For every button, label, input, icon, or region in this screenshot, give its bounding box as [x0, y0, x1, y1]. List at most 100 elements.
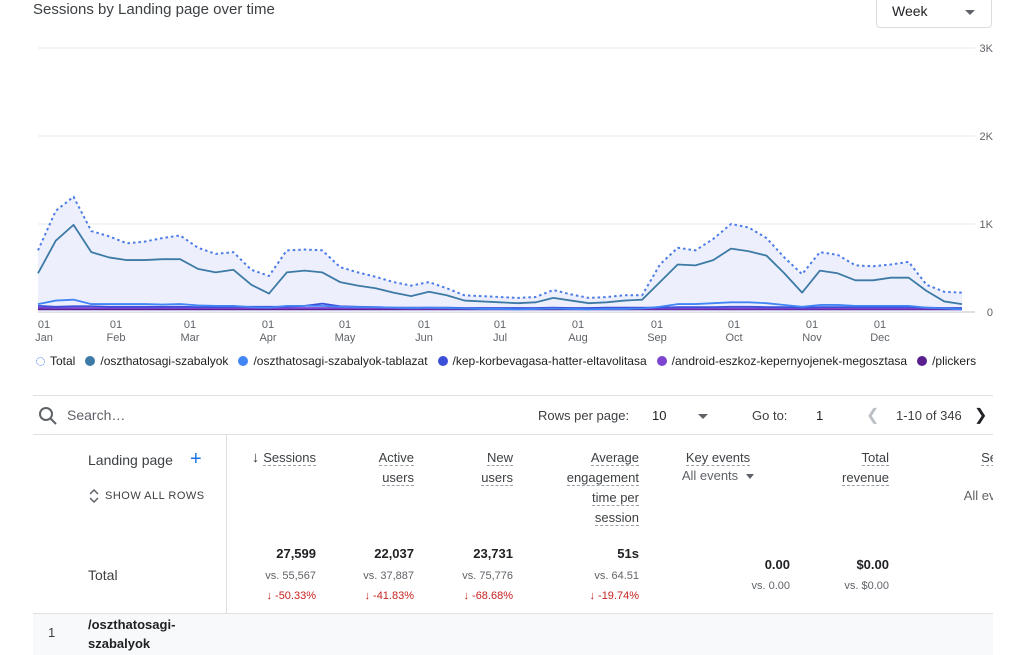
show-all-rows-button[interactable]: SHOW ALL ROWS — [89, 489, 205, 503]
column-filter-dropdown[interactable]: All events — [663, 466, 773, 486]
legend-item[interactable]: /oszthatosagi-szabalyok — [85, 354, 228, 368]
divider — [33, 395, 993, 396]
total-change: ↓ -50.33% — [266, 590, 316, 602]
y-tick-label: 0 — [987, 307, 993, 319]
rows-per-page-label: Rows per page: — [538, 408, 630, 423]
x-tick-month: Feb — [107, 332, 126, 344]
x-tick-day: 01 — [418, 319, 430, 331]
y-tick-label: 1K — [980, 219, 994, 231]
chevron-down-icon[interactable] — [698, 414, 708, 419]
x-tick-month: Jun — [415, 332, 433, 344]
y-tick-label: 3K — [980, 43, 994, 55]
search-input[interactable]: Search… — [67, 407, 126, 423]
x-tick-day: 01 — [262, 319, 274, 331]
chart-title: Sessions by Landing page over time — [33, 1, 275, 18]
column-header-label: session — [594, 510, 639, 526]
pagination-range: 1-10 of 346 — [896, 408, 962, 423]
x-tick-month: Dec — [870, 332, 890, 344]
column-header-label: users — [382, 470, 414, 486]
x-tick-month: Jul — [493, 332, 507, 344]
sessions-line-chart: 3K2K1K001Jan01Feb01Mar01Apr01May01Jun01J… — [35, 43, 994, 344]
x-tick-month: Aug — [568, 332, 588, 344]
expand-icon — [89, 489, 99, 503]
search-icon[interactable] — [38, 406, 58, 426]
column-header-label: Active — [378, 450, 414, 466]
legend-item[interactable]: /oszthatosagi-szabalyok-tablazat — [238, 354, 428, 368]
x-tick-month: Oct — [725, 332, 742, 344]
total-comparison: vs. 75,776 — [462, 570, 513, 582]
total-row-label: Total — [88, 567, 118, 583]
column-header-label: Key events — [685, 450, 751, 466]
total-change: ↓ -68.68% — [463, 590, 513, 602]
column-header[interactable]: ↓ Sessions — [226, 448, 316, 468]
column-header-label: users — [481, 470, 513, 486]
x-tick-month: May — [335, 332, 356, 344]
legend-label: /kep-korbevagasa-hatter-eltavolitasa — [452, 354, 647, 368]
x-tick-month: Nov — [802, 332, 822, 344]
legend-label: /oszthatosagi-szabalyok — [100, 354, 229, 368]
column-header-label: revenue — [842, 470, 889, 486]
x-tick-day: 01 — [651, 319, 663, 331]
x-tick-day: 01 — [110, 319, 122, 331]
x-tick-month: Apr — [259, 332, 276, 344]
column-header-label: engagement — [566, 470, 639, 486]
row-landing-page[interactable]: /oszthatosagi- szabalyok — [88, 615, 175, 653]
legend-item[interactable]: /kep-korbevagasa-hatter-eltavolitasa — [437, 354, 647, 368]
legend-item[interactable]: Total — [36, 354, 75, 368]
goto-input[interactable]: 1 — [816, 408, 824, 423]
landing-page-header[interactable]: Landing page — [88, 452, 173, 468]
total-value: $0.00 — [856, 557, 889, 572]
chevron-left-icon[interactable]: ❮ — [866, 407, 880, 424]
x-tick-day: 01 — [874, 319, 886, 331]
x-tick-day: 01 — [339, 319, 351, 331]
x-tick-day: 01 — [806, 319, 818, 331]
legend-swatch-icon — [85, 356, 96, 366]
x-tick-day: 01 — [728, 319, 740, 331]
total-comparison: vs. 55,567 — [265, 570, 316, 582]
total-comparison: vs. 37,887 — [363, 570, 414, 582]
total-comparison: vs. 0.00 — [751, 580, 790, 592]
column-header-label: New — [486, 450, 513, 466]
chevron-down-icon — [965, 10, 975, 15]
legend-swatch-icon — [656, 356, 667, 366]
series-line-2[interactable] — [37, 298, 963, 311]
column-header[interactable]: Total revenue — [809, 448, 889, 488]
legend-swatch-icon — [437, 356, 448, 366]
total-area — [38, 196, 962, 312]
column-header[interactable]: Active users — [324, 448, 414, 488]
x-tick-day: 01 — [572, 319, 584, 331]
chart-legend: Total/oszthatosagi-szabalyok/oszthatosag… — [36, 354, 976, 368]
row-index: 1 — [48, 625, 56, 640]
legend-label: /android-eszkoz-kepernyojenek-megosztasa — [671, 354, 908, 368]
column-header-label: Sessions — [263, 450, 316, 466]
legend-swatch-icon — [36, 356, 45, 366]
total-change: ↓ -19.74% — [589, 590, 639, 602]
total-value: 22,037 — [374, 546, 414, 561]
column-header[interactable]: Average engagement time per session — [529, 448, 639, 528]
legend-label: /plickers — [932, 354, 977, 368]
chevron-right-icon[interactable]: ❯ — [974, 407, 988, 424]
x-tick-day: 01 — [38, 319, 50, 331]
page-edge — [993, 0, 1024, 654]
x-tick-month: Sep — [647, 332, 667, 344]
series-line-1[interactable] — [37, 223, 963, 305]
column-header[interactable]: Key events All events — [663, 448, 773, 486]
total-comparison: vs. 64.51 — [594, 570, 639, 582]
x-tick-month: Mar — [181, 332, 200, 344]
period-dropdown[interactable]: Week — [876, 0, 992, 28]
total-comparison: vs. $0.00 — [844, 580, 889, 592]
column-header[interactable]: New users — [433, 448, 513, 488]
table-row[interactable] — [33, 613, 993, 655]
rows-per-page-select[interactable]: 10 — [652, 408, 667, 423]
goto-label: Go to: — [752, 408, 788, 423]
series-line-total[interactable] — [37, 195, 963, 299]
column-header-label: Total — [861, 450, 889, 466]
total-value: 51s — [617, 546, 639, 561]
sort-arrow-icon[interactable]: ↓ — [251, 449, 260, 466]
legend-swatch-icon — [917, 356, 928, 366]
legend-item[interactable]: /plickers — [917, 354, 976, 368]
y-tick-label: 2K — [980, 131, 994, 143]
add-dimension-icon[interactable]: + — [190, 448, 202, 470]
legend-item[interactable]: /android-eszkoz-kepernyojenek-megosztasa — [656, 354, 908, 368]
period-value: Week — [892, 3, 928, 19]
